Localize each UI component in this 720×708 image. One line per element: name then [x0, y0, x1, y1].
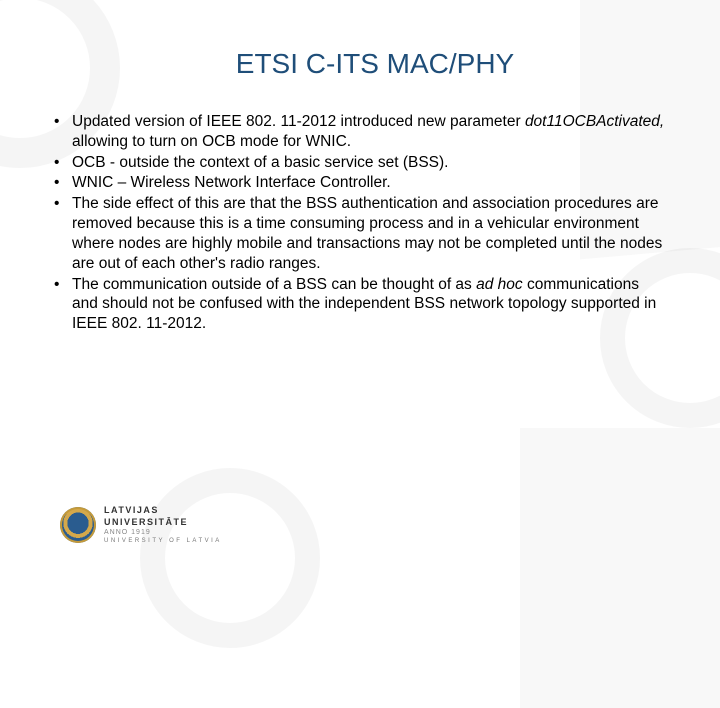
bullet-segment: The communication outside of a BSS can b…: [72, 276, 476, 293]
bullet-item: OCB - outside the context of a basic ser…: [54, 153, 666, 173]
bullet-item: WNIC – Wireless Network Interface Contro…: [54, 173, 666, 193]
watermark-bottom-right: [520, 428, 720, 708]
bullet-segment: allowing to turn on OCB mode for WNIC.: [72, 133, 351, 150]
bullet-segment: OCB - outside the context of a basic ser…: [72, 154, 448, 171]
bullet-item: The communication outside of a BSS can b…: [54, 275, 666, 334]
logo-line-4: UNIVERSITY OF LATVIA: [104, 538, 222, 544]
slide-title: ETSI C-ITS MAC/PHY: [0, 48, 720, 80]
university-seal-icon: [60, 507, 96, 543]
bullet-segment: Updated version of IEEE 802. 11-2012 int…: [72, 113, 525, 130]
bullet-list: Updated version of IEEE 802. 11-2012 int…: [54, 112, 666, 334]
bullet-segment: dot11OCBActivated,: [525, 113, 664, 130]
bullet-segment: The side effect of this are that the BSS…: [72, 195, 662, 271]
bullet-segment: WNIC – Wireless Network Interface Contro…: [72, 174, 391, 191]
logo-line-2: UNIVERSITĀTE: [104, 517, 222, 527]
bullet-segment: ad hoc: [476, 276, 527, 293]
logo-line-1: LATVIJAS: [104, 505, 222, 515]
logo-line-3: ANNO 1919: [104, 529, 222, 536]
bullet-item: The side effect of this are that the BSS…: [54, 194, 666, 273]
bullet-item: Updated version of IEEE 802. 11-2012 int…: [54, 112, 666, 152]
university-logo-text: LATVIJAS UNIVERSITĀTE ANNO 1919 UNIVERSI…: [104, 505, 222, 544]
university-logo: LATVIJAS UNIVERSITĀTE ANNO 1919 UNIVERSI…: [60, 505, 222, 544]
watermark-bottom-left: [140, 468, 320, 648]
